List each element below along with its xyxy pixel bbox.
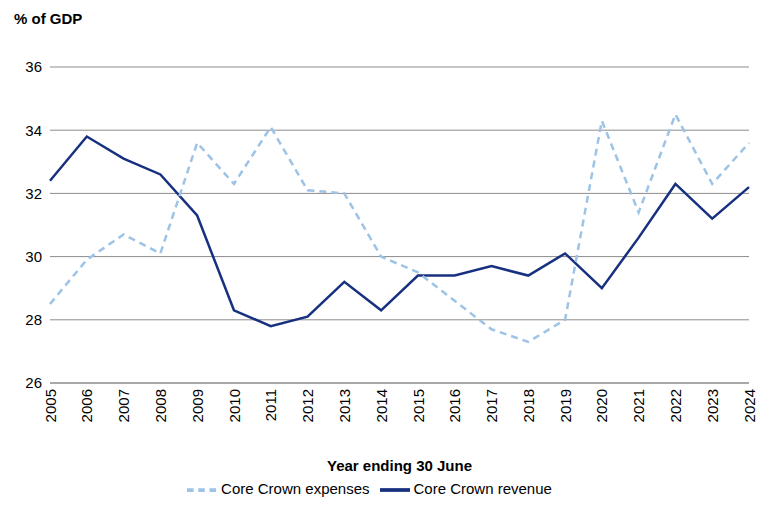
svg-text:2020: 2020 <box>593 389 610 422</box>
svg-text:30: 30 <box>25 248 42 265</box>
svg-text:2023: 2023 <box>704 389 721 422</box>
svg-text:2010: 2010 <box>226 389 243 422</box>
svg-text:2013: 2013 <box>336 389 353 422</box>
svg-text:2015: 2015 <box>410 389 427 422</box>
svg-text:2005: 2005 <box>42 389 59 422</box>
svg-text:2022: 2022 <box>667 389 684 422</box>
svg-text:2011: 2011 <box>262 389 279 421</box>
svg-text:26: 26 <box>25 374 42 391</box>
svg-text:28: 28 <box>25 311 42 328</box>
svg-text:34: 34 <box>25 122 42 139</box>
html-text:Core Crown expenses: Core Crown expenses <box>221 480 370 497</box>
svg-text:2006: 2006 <box>78 389 95 422</box>
svg-text:Year ending 30 June: Year ending 30 June <box>327 457 472 474</box>
html-text:% of GDP: % of GDP <box>14 10 83 27</box>
svg-text:2014: 2014 <box>373 389 390 422</box>
svg-text:2024: 2024 <box>741 389 758 422</box>
svg-text:2007: 2007 <box>115 389 132 422</box>
svg-text:32: 32 <box>25 185 42 202</box>
svg-text:2009: 2009 <box>189 389 206 422</box>
svg-text:2019: 2019 <box>557 389 574 422</box>
svg-text:36: 36 <box>25 58 42 75</box>
svg-text:2021: 2021 <box>630 389 647 422</box>
html-text:Core Crown revenue: Core Crown revenue <box>413 480 552 497</box>
svg-text:2008: 2008 <box>152 389 169 422</box>
svg-text:2012: 2012 <box>299 389 316 422</box>
svg-text:2018: 2018 <box>520 389 537 422</box>
svg-text:2016: 2016 <box>446 389 463 422</box>
svg-text:2017: 2017 <box>483 389 500 422</box>
